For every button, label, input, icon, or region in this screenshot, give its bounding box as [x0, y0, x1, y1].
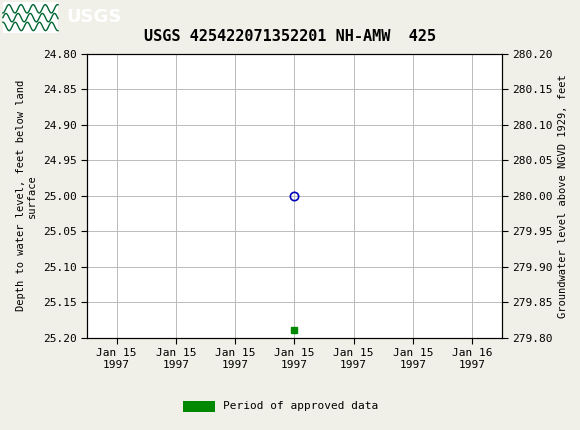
- Text: Period of approved data: Period of approved data: [223, 401, 379, 412]
- Y-axis label: Groundwater level above NGVD 1929, feet: Groundwater level above NGVD 1929, feet: [558, 74, 568, 317]
- Bar: [3, 2, 58, 34]
- Text: USGS 425422071352201 NH-AMW  425: USGS 425422071352201 NH-AMW 425: [144, 29, 436, 44]
- Text: USGS: USGS: [67, 8, 122, 26]
- Bar: [183, 401, 215, 412]
- Y-axis label: Depth to water level, feet below land
surface: Depth to water level, feet below land su…: [16, 80, 37, 311]
